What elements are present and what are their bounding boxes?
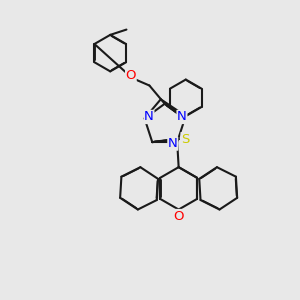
Text: N: N xyxy=(144,110,154,123)
Text: O: O xyxy=(173,209,184,223)
Text: O: O xyxy=(126,69,136,82)
Text: N: N xyxy=(177,110,187,123)
Text: S: S xyxy=(181,133,189,146)
Text: N: N xyxy=(168,137,178,150)
